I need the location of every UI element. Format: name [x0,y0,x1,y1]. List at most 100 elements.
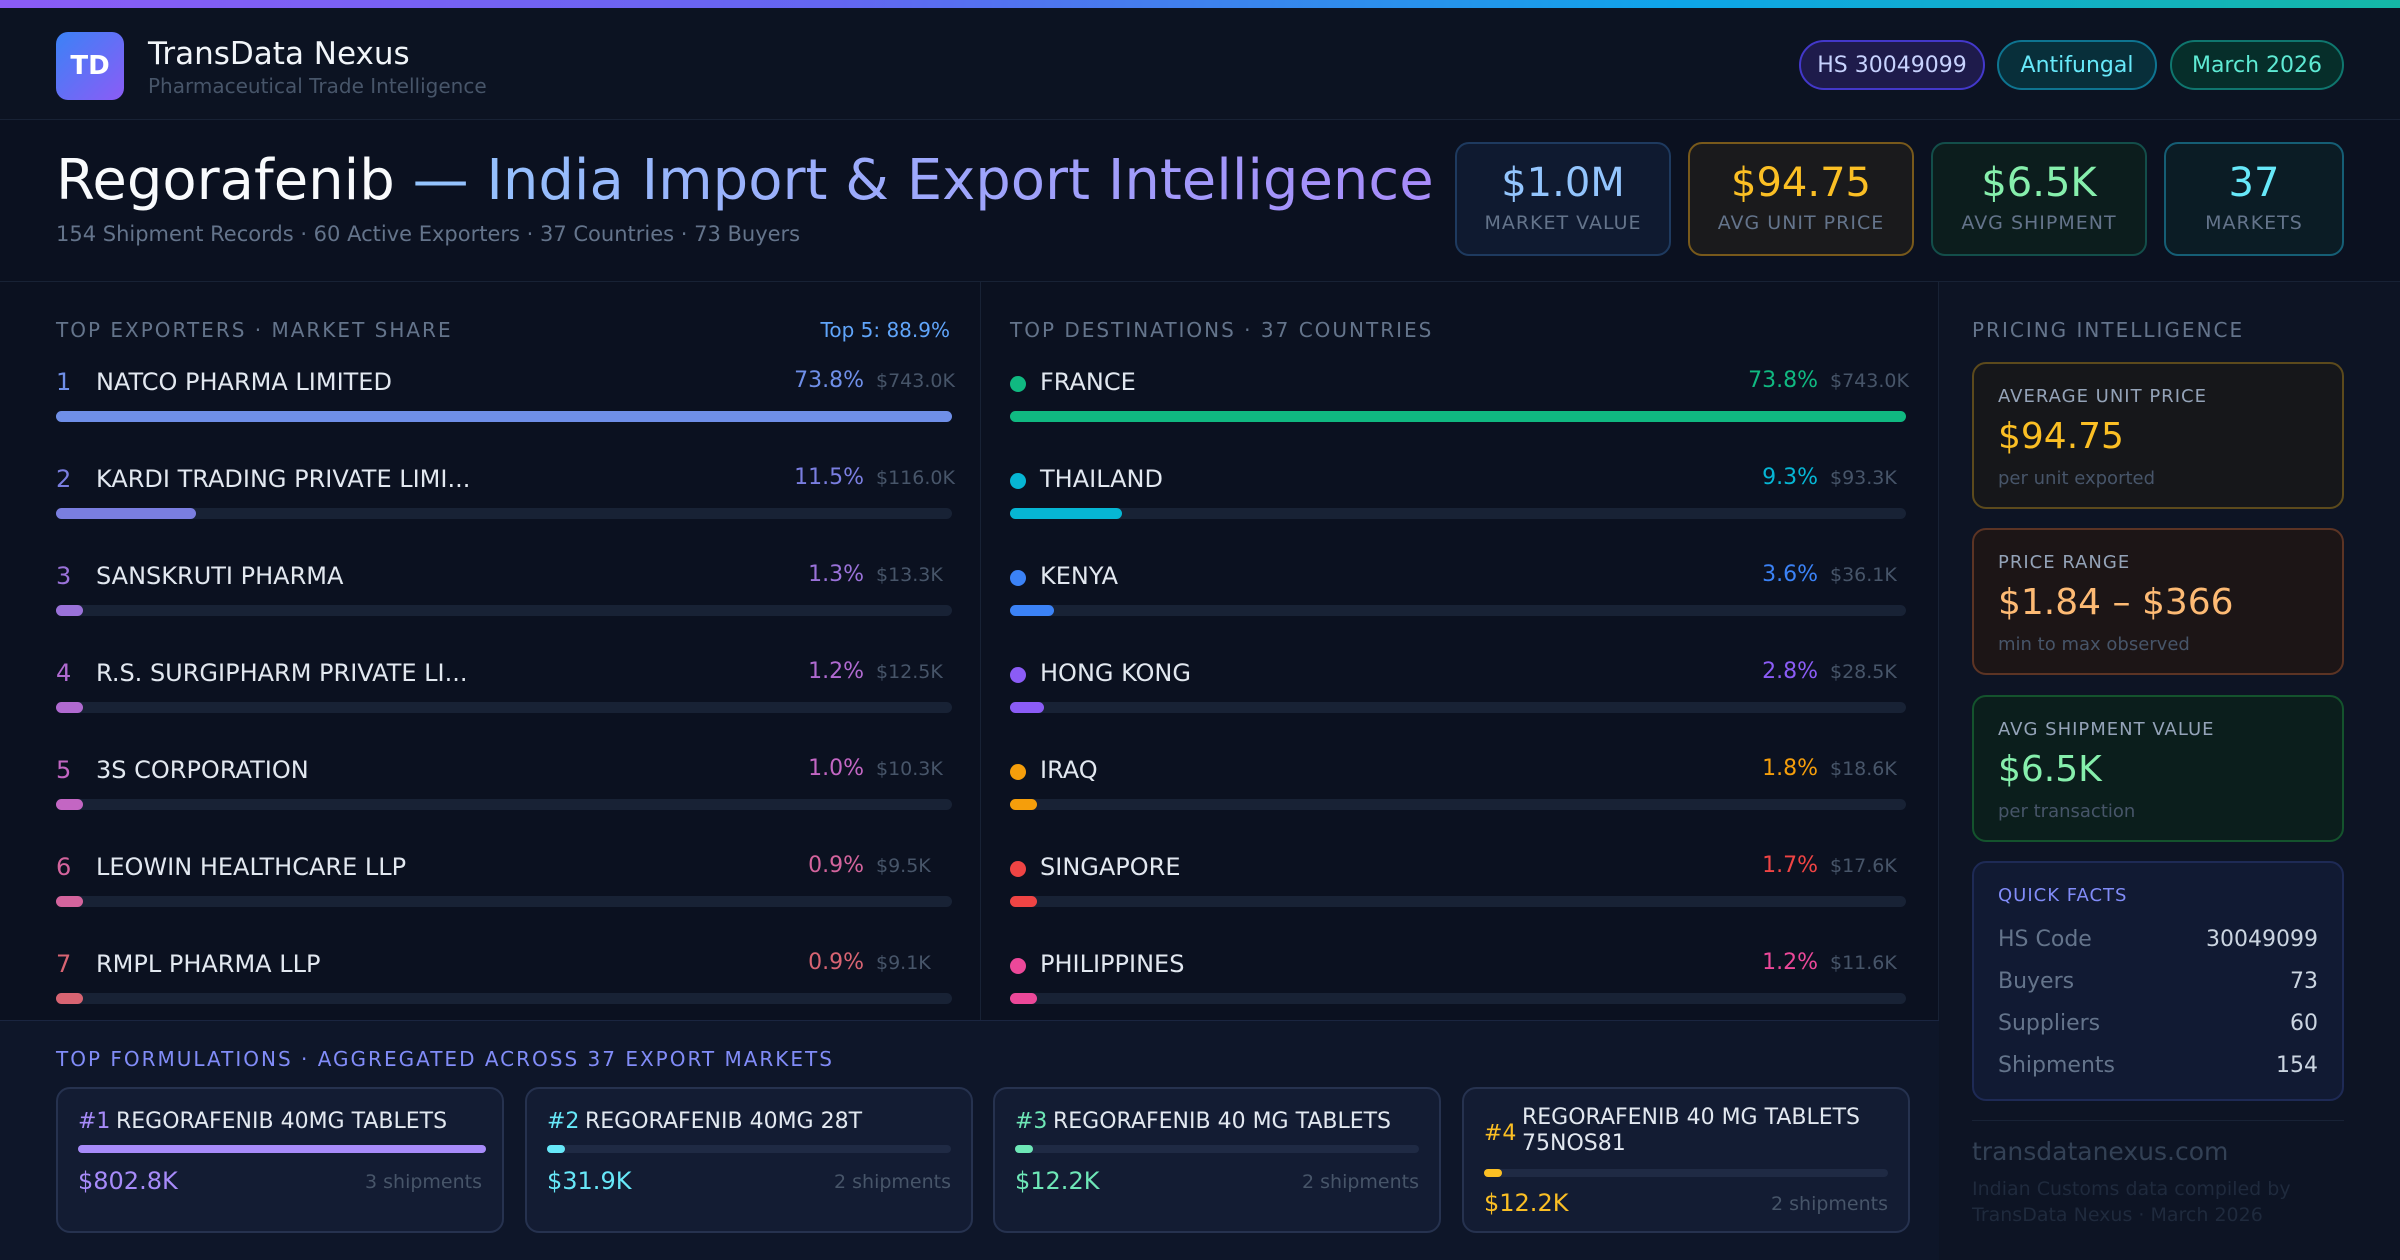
top-accent-bar [0,0,2400,8]
exporter-rank: 5 [56,756,72,784]
destination-amount: $93.3K [1830,467,1897,489]
kpi-value: 37 [2228,160,2280,206]
exporter-row[interactable]: 4 R.S. SURGIPHARM PRIVATE LI... 1.2% $12.5K [56,659,952,739]
exporter-share-fill [56,896,83,907]
destination-share-fill [1010,605,1054,616]
destination-dot-icon [1010,667,1026,683]
exporter-share-fill [56,799,83,810]
exporter-name: NATCO PHARMA LIMITED [96,368,392,396]
destination-share-percent: 1.8% [1762,756,1818,781]
exporter-row[interactable]: 5 3S CORPORATION 1.0% $10.3K [56,756,952,836]
destination-row[interactable]: IRAQ 1.8% $18.6K [1010,756,1906,836]
brand-logo[interactable]: TD [56,32,124,100]
top-exporters-panel: TOP EXPORTERS · MARKET SHARE Top 5: 88.9… [0,282,981,1020]
pricing-section-title: PRICING INTELLIGENCE [1972,318,2245,342]
page-title: Regorafenib — India Import & Export Inte… [56,148,1434,213]
destination-name: IRAQ [1040,756,1098,784]
destination-share-percent: 9.3% [1762,465,1818,490]
exporter-rank: 6 [56,853,72,881]
exporter-share-fill [56,605,83,616]
card-caption: per transaction [1998,801,2136,822]
quick-fact-row: Shipments 154 [1998,1053,2318,1083]
formulation-value: $802.8K [78,1167,178,1195]
quick-facts-title: QUICK FACTS [1998,885,2128,906]
page-title-drug: Regorafenib [56,148,395,213]
exporter-share-bar [56,702,952,713]
destination-name: SINGAPORE [1040,853,1181,881]
quick-fact-value: 73 [2290,969,2318,994]
destination-row[interactable]: THAILAND 9.3% $93.3K [1010,465,1906,545]
exporter-amount: $743.0K [876,370,955,392]
formulation-name: REGORAFENIB 40MG 28T [585,1109,863,1134]
exporter-amount: $12.5K [876,661,943,683]
formulation-card[interactable]: #4 REGORAFENIB 40 MG TABLETS 75NOS81 $12.2… [1462,1087,1910,1233]
exporter-row[interactable]: 1 NATCO PHARMA LIMITED 73.8% $743.0K [56,368,955,448]
exporter-share-percent: 73.8% [794,368,864,393]
destination-name: KENYA [1040,562,1119,590]
destination-dot-icon [1010,473,1026,489]
destination-name: FRANCE [1040,368,1136,396]
card-label: PRICE RANGE [1998,552,2131,573]
exporter-row[interactable]: 2 KARDI TRADING PRIVATE LIMI... 11.5% $116.… [56,465,955,545]
hero-section: Regorafenib — India Import & Export Inte… [0,120,2400,282]
formulation-name: REGORAFENIB 40 MG TABLETS 75NOS81 [1522,1105,1861,1156]
destination-row[interactable]: HONG KONG 2.8% $28.5K [1010,659,1906,739]
formulation-share-fill [1484,1169,1502,1177]
card-label: AVG SHIPMENT VALUE [1998,719,2215,740]
destination-row[interactable]: PHILIPPINES 1.2% $11.6K [1010,950,1906,1030]
quick-fact-label: Suppliers [1998,1011,2101,1036]
destination-amount: $17.6K [1830,855,1897,877]
exporter-amount: $9.5K [876,855,931,877]
formulation-name: REGORAFENIB 40MG TABLETS [116,1109,448,1134]
kpi-value: $1.0M [1501,160,1625,206]
destination-row[interactable]: KENYA 3.6% $36.1K [1010,562,1906,642]
destination-row[interactable]: SINGAPORE 1.7% $17.6K [1010,853,1906,933]
formulation-card[interactable]: #3 REGORAFENIB 40 MG TABLETS $12.2K 2 shipm… [993,1087,1441,1233]
destination-dot-icon [1010,570,1026,586]
exporter-share-fill [56,411,952,422]
exporter-rank: 7 [56,950,72,978]
formulation-share-bar [1015,1145,1419,1153]
quick-fact-label: HS Code [1998,927,2092,952]
quick-fact-value: 154 [2276,1053,2318,1078]
exporter-row[interactable]: 6 LEOWIN HEALTHCARE LLP 0.9% $9.5K [56,853,952,933]
avg-unit-price-card: AVERAGE UNIT PRICE $94.75 per unit expor… [1972,362,2344,509]
exporter-share-fill [56,508,196,519]
destination-name: THAILAND [1040,465,1163,493]
card-label: AVERAGE UNIT PRICE [1998,386,2207,407]
formulation-value: $12.2K [1015,1167,1100,1195]
destination-share-fill [1010,896,1037,907]
sidebar-divider [1972,1120,2344,1121]
exporter-row[interactable]: 3 SANSKRUTI PHARMA 1.3% $13.3K [56,562,952,642]
formulation-rank: #4 [1484,1121,1517,1146]
destination-amount: $743.0K [1830,370,1909,392]
exporter-name: 3S CORPORATION [96,756,309,784]
formulation-card[interactable]: #2 REGORAFENIB 40MG 28T $31.9K 2 shipments [525,1087,973,1233]
destination-dot-icon [1010,861,1026,877]
page-subtitle: 154 Shipment Records · 60 Active Exporte… [56,222,801,246]
destinations-section-title: TOP DESTINATIONS · 37 COUNTRIES [1010,318,1434,342]
card-value: $6.5K [1998,749,2102,790]
destination-share-fill [1010,508,1122,519]
exporter-share-bar [56,605,952,616]
quick-fact-label: Buyers [1998,969,2075,994]
quick-fact-row: Buyers 73 [1998,969,2318,999]
formulations-section-title: TOP FORMULATIONS · AGGREGATED ACROSS 37 … [56,1047,834,1071]
quick-fact-row: HS Code 30049099 [1998,927,2318,957]
exporter-share-percent: 11.5% [794,465,864,490]
destination-amount: $11.6K [1830,952,1897,974]
destination-row[interactable]: FRANCE 73.8% $743.0K [1010,368,1909,448]
exporter-share-bar [56,896,952,907]
formulation-shipments: 2 shipments [834,1171,951,1193]
hs-code-pill[interactable]: HS 30049099 [1799,40,1985,90]
date-pill[interactable]: March 2026 [2170,40,2344,90]
category-pill[interactable]: Antifungal [1997,40,2157,90]
kpi-label: AVG UNIT PRICE [1717,212,1885,234]
destination-share-percent: 73.8% [1748,368,1818,393]
kpi-avg-unit-price: $94.75 AVG UNIT PRICE [1688,142,1914,256]
formulation-card[interactable]: #1 REGORAFENIB 40MG TABLETS $802.8K 3 shipm… [56,1087,504,1233]
exporter-row[interactable]: 7 RMPL PHARMA LLP 0.9% $9.1K [56,950,952,1030]
top-formulations-section: TOP FORMULATIONS · AGGREGATED ACROSS 37 … [0,1020,1939,1260]
site-link[interactable]: transdatanexus.com [1972,1137,2229,1166]
top5-share-label: Top 5: 88.9% [820,318,950,342]
